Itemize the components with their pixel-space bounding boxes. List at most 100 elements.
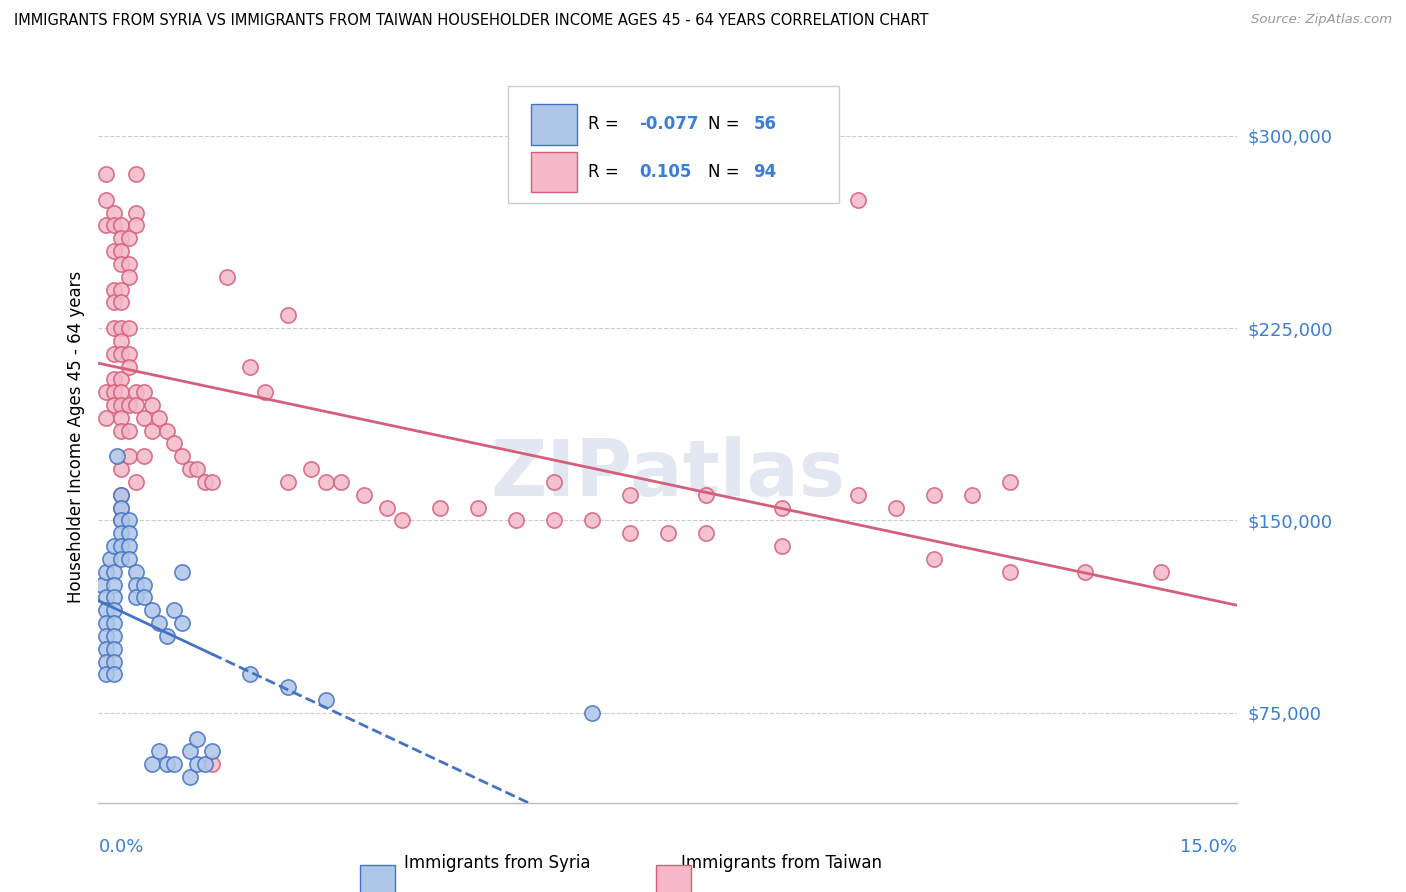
Point <box>94 565 117 579</box>
Point <box>94 641 117 656</box>
Point <box>94 219 117 233</box>
Point <box>125 167 148 181</box>
Point <box>103 616 125 631</box>
Point <box>110 488 132 502</box>
FancyBboxPatch shape <box>531 152 576 192</box>
Point <box>695 488 717 502</box>
Point <box>163 603 186 617</box>
Point <box>110 552 132 566</box>
Text: N =: N = <box>707 163 745 181</box>
Point <box>125 205 148 219</box>
Point <box>391 514 413 528</box>
Point <box>194 757 217 772</box>
Point <box>619 526 641 541</box>
Point <box>998 475 1021 489</box>
Point <box>1150 565 1173 579</box>
Text: 15.0%: 15.0% <box>1180 838 1237 855</box>
Point <box>179 770 201 784</box>
Point <box>103 641 125 656</box>
Point <box>170 565 193 579</box>
Point <box>998 565 1021 579</box>
Point <box>118 269 141 284</box>
Point <box>103 283 125 297</box>
Point <box>103 219 125 233</box>
Text: -0.077: -0.077 <box>640 115 699 134</box>
Point <box>170 450 193 464</box>
Point <box>884 500 907 515</box>
Point <box>118 424 141 438</box>
Point <box>429 500 451 515</box>
Point <box>98 552 121 566</box>
Point <box>103 629 125 643</box>
Point <box>103 321 125 335</box>
Point <box>110 257 132 271</box>
Point <box>960 488 983 502</box>
Point <box>186 757 208 772</box>
Text: Immigrants from Taiwan: Immigrants from Taiwan <box>682 854 882 872</box>
Point <box>91 577 114 591</box>
Point <box>118 526 141 541</box>
Point <box>94 410 117 425</box>
Point <box>103 346 125 360</box>
Point <box>110 526 132 541</box>
Point <box>110 295 132 310</box>
Point <box>103 591 125 605</box>
Point <box>125 591 148 605</box>
Point <box>132 450 155 464</box>
Point <box>125 219 148 233</box>
Point <box>125 577 148 591</box>
FancyBboxPatch shape <box>360 865 395 892</box>
Point <box>110 500 132 515</box>
Point <box>94 591 117 605</box>
Point <box>110 500 132 515</box>
Point <box>132 577 155 591</box>
Point <box>1074 565 1097 579</box>
Point <box>110 424 132 438</box>
Point <box>770 500 793 515</box>
FancyBboxPatch shape <box>657 865 690 892</box>
Y-axis label: Householder Income Ages 45 - 64 years: Householder Income Ages 45 - 64 years <box>66 271 84 603</box>
Point <box>619 488 641 502</box>
Point <box>132 385 155 400</box>
Point <box>103 667 125 681</box>
Point <box>125 385 148 400</box>
Point <box>94 655 117 669</box>
Point <box>156 757 179 772</box>
Point <box>179 744 201 758</box>
Point <box>581 514 603 528</box>
Point <box>186 731 208 746</box>
Point <box>110 244 132 258</box>
Point <box>118 359 141 374</box>
Point <box>110 283 132 297</box>
Point <box>118 231 141 245</box>
Point <box>163 757 186 772</box>
Point <box>179 462 201 476</box>
Point <box>156 629 179 643</box>
Point <box>846 488 869 502</box>
Point <box>110 398 132 412</box>
Point <box>846 193 869 207</box>
Point <box>118 398 141 412</box>
Point <box>110 385 132 400</box>
FancyBboxPatch shape <box>509 86 839 203</box>
Point <box>543 475 565 489</box>
Point <box>94 616 117 631</box>
Point <box>103 655 125 669</box>
Point <box>141 603 163 617</box>
Text: 0.105: 0.105 <box>640 163 692 181</box>
Point <box>110 346 132 360</box>
Point <box>103 205 125 219</box>
Point <box>922 552 945 566</box>
Point <box>375 500 398 515</box>
Point <box>277 475 299 489</box>
Text: 94: 94 <box>754 163 776 181</box>
Point <box>353 488 375 502</box>
Point <box>148 410 170 425</box>
Point <box>110 231 132 245</box>
Point <box>543 514 565 528</box>
Point <box>125 475 148 489</box>
Point <box>103 603 125 617</box>
Point <box>94 667 117 681</box>
Point <box>330 475 353 489</box>
Point <box>110 334 132 348</box>
